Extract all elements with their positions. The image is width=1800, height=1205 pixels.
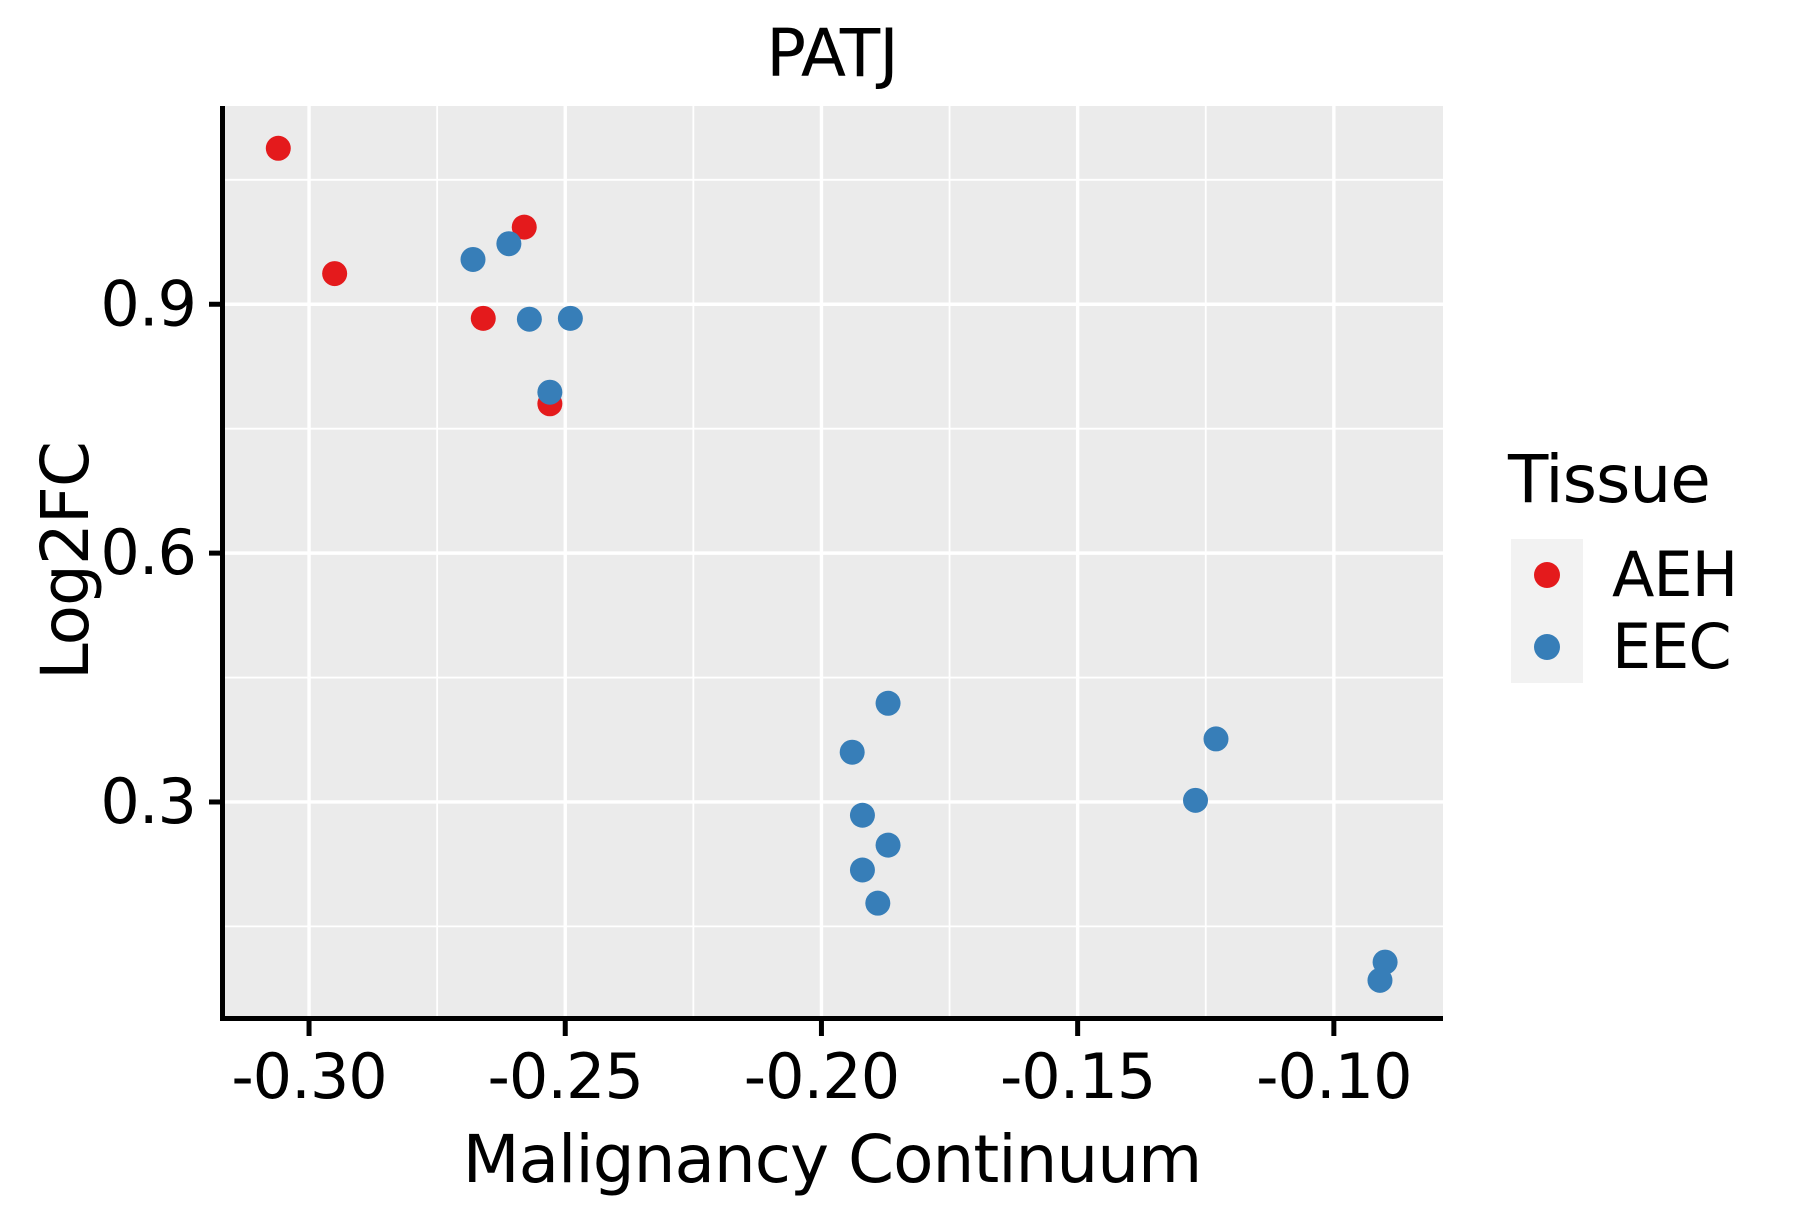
data-point-eec [849, 802, 875, 828]
y-tick-label: 0.9 [100, 267, 196, 340]
x-tick-label: -0.25 [488, 1040, 643, 1113]
y-axis-tick-labels: 0.9 0.6 0.3 [100, 267, 197, 838]
data-point-eec [875, 690, 901, 716]
axis-tick-marks [209, 301, 1337, 1036]
x-axis-tick-labels: -0.30 -0.25 -0.20 -0.15 -0.10 [231, 1040, 1412, 1113]
minor-gridlines [225, 106, 1443, 1016]
y-tick-label: 0.3 [100, 765, 196, 838]
data-point-eec [496, 231, 522, 257]
data-point-eec [557, 305, 583, 331]
x-axis-title: Malignancy Continuum [463, 1121, 1202, 1198]
y-axis-line [220, 106, 225, 1021]
data-point-eec [1183, 787, 1209, 813]
legend-dot-aeh [1534, 562, 1560, 588]
y-axis-title: Log2FC [27, 442, 104, 680]
data-point-eec [865, 890, 891, 916]
legend-label-eec: EEC [1612, 610, 1731, 683]
data-point-eec [875, 832, 901, 858]
panel-background [225, 106, 1443, 1016]
data-point-eec [839, 739, 865, 765]
y-tick-label: 0.6 [100, 516, 196, 589]
x-tick-label: -0.15 [1000, 1040, 1155, 1113]
legend-title: Tissue [1507, 441, 1710, 518]
plot-title: PATJ [766, 15, 897, 92]
legend: Tissue AEH EEC [1507, 441, 1738, 683]
x-tick-label: -0.20 [744, 1040, 899, 1113]
data-point-aeh [322, 261, 348, 287]
legend-label-aeh: AEH [1612, 538, 1737, 611]
major-gridlines [225, 106, 1443, 1016]
data-point-eec [460, 246, 486, 272]
data-point-aeh [511, 214, 537, 240]
data-points [265, 135, 1398, 993]
x-axis-line [220, 1016, 1443, 1021]
data-point-eec [516, 306, 542, 332]
x-tick-label: -0.30 [231, 1040, 386, 1113]
data-point-eec [1203, 726, 1229, 752]
data-point-aeh [470, 305, 496, 331]
legend-dot-eec [1534, 634, 1560, 660]
data-point-eec [849, 857, 875, 883]
data-point-eec [537, 379, 563, 405]
x-tick-label: -0.10 [1256, 1040, 1411, 1113]
data-point-eec [1367, 967, 1393, 993]
data-point-aeh [265, 135, 291, 161]
